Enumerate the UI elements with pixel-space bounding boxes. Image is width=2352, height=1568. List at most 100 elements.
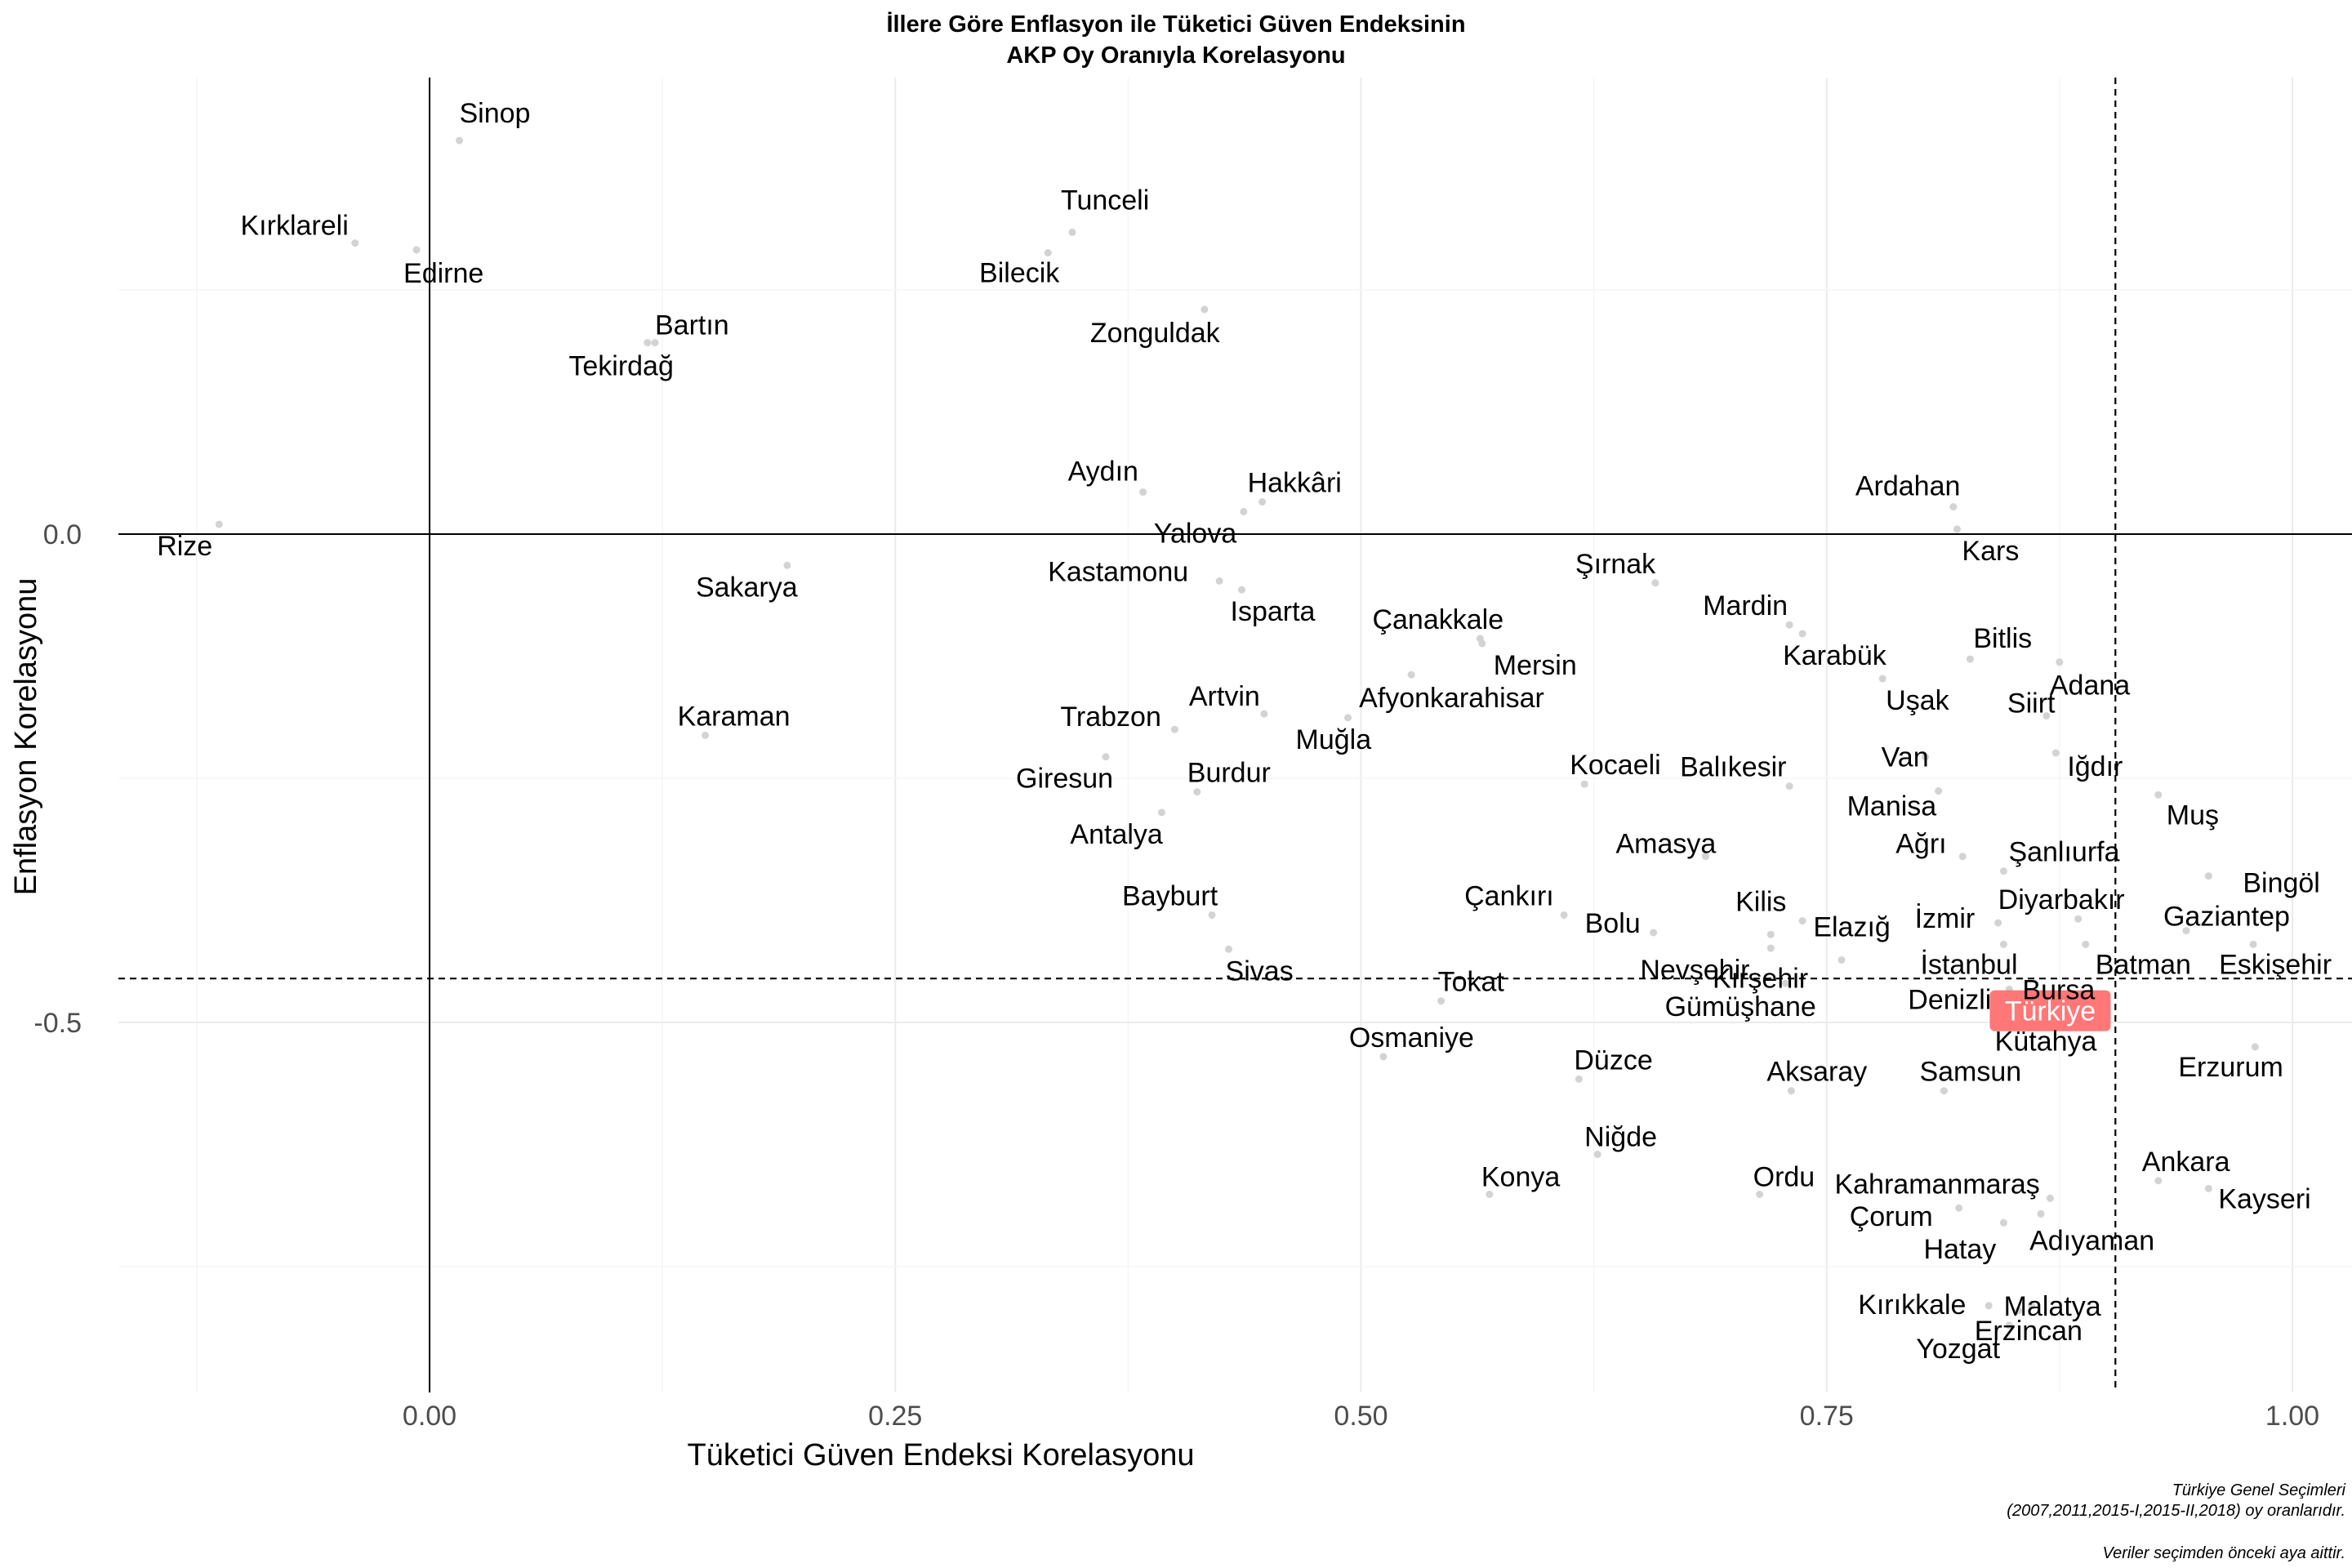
label-çanakkale: Çanakkale xyxy=(1372,604,1503,635)
label-bilecik: Bilecik xyxy=(979,258,1060,289)
label-bitlis: Bitlis xyxy=(1973,623,2032,654)
label-çankırı: Çankırı xyxy=(1464,880,1554,911)
point-yozgat xyxy=(2005,1321,2013,1330)
label-uşak: Uşak xyxy=(1886,685,1949,716)
point-aydın xyxy=(1139,488,1147,497)
point-muş xyxy=(2154,791,2163,799)
x-tick-label: 0.00 xyxy=(403,1401,457,1432)
label-adıyaman: Adıyaman xyxy=(2029,1225,2154,1256)
point-kars xyxy=(1953,525,1961,533)
point-adana xyxy=(2056,658,2064,666)
point-düzce xyxy=(1575,1075,1583,1083)
label-karaman: Karaman xyxy=(678,701,791,732)
point-hatay xyxy=(1999,1218,2007,1227)
label-konya: Konya xyxy=(1481,1161,1560,1192)
point-hakkâri xyxy=(1258,498,1267,506)
point-nevşehir xyxy=(1766,944,1775,952)
point-tunceli xyxy=(1068,228,1076,236)
caption-line-3: Veriler seçimden önceki aya aittir. xyxy=(2102,1544,2345,1562)
point-erzincan xyxy=(2015,1307,2023,1315)
point-samsun xyxy=(1940,1087,1948,1095)
label-şanlıurfa: Şanlıurfa xyxy=(2008,837,2119,868)
label-kahramanmaraş: Kahramanmaraş xyxy=(1834,1169,2039,1200)
highlight-label: Türkiye xyxy=(2005,996,2096,1027)
label-artvin: Artvin xyxy=(1189,681,1260,712)
label-batman: Batman xyxy=(2096,949,2191,980)
label-siirt: Siirt xyxy=(2007,688,2056,719)
point-sivas xyxy=(1225,945,1233,953)
label-burdur: Burdur xyxy=(1187,758,1271,789)
label-gaziantep: Gaziantep xyxy=(2163,902,2290,933)
label-bingöl: Bingöl xyxy=(2243,868,2320,899)
point-ardahan xyxy=(1949,503,1958,511)
label-trabzon: Trabzon xyxy=(1060,702,1160,733)
label-kırklareli: Kırklareli xyxy=(241,211,349,242)
label-bartın: Bartın xyxy=(655,310,729,341)
label-van: Van xyxy=(1882,742,1929,773)
label-afyonkarahisar: Afyonkarahisar xyxy=(1359,683,1544,714)
point-karabük xyxy=(1798,630,1806,638)
point-ankara xyxy=(2154,1177,2163,1185)
x-tick-label: 0.25 xyxy=(868,1401,922,1432)
point-balıkesir xyxy=(1785,782,1793,791)
point-ordu xyxy=(1756,1190,1764,1198)
label-kırşehir: Kırşehir xyxy=(1713,963,1808,994)
label-giresun: Giresun xyxy=(1016,764,1113,795)
point-rize xyxy=(215,520,223,528)
label-antalya: Antalya xyxy=(1070,819,1162,850)
label-edirne: Edirne xyxy=(403,258,483,289)
point-bingöl xyxy=(2204,872,2212,880)
point-mersin xyxy=(1478,639,1486,648)
label-bursa: Bursa xyxy=(2022,974,2095,1005)
data-points xyxy=(215,136,2259,1330)
label-yozgat: Yozgat xyxy=(1916,1334,2000,1365)
label-aksaray: Aksaray xyxy=(1766,1057,1867,1088)
chart-title-line-1: İllere Göre Enflasyon ile Tüketici Güven… xyxy=(886,11,1465,38)
point-trabzon xyxy=(1170,725,1178,733)
label-aydın: Aydın xyxy=(1068,457,1138,488)
label-samsun: Samsun xyxy=(1919,1057,2021,1088)
label-ardahan: Ardahan xyxy=(1855,471,1961,502)
y-tick-label: 0.0 xyxy=(43,519,82,550)
label-düzce: Düzce xyxy=(1574,1045,1652,1076)
label-amasya: Amasya xyxy=(1615,829,1716,860)
label-tokat: Tokat xyxy=(1438,967,1505,998)
point-kastamonu xyxy=(1215,577,1223,585)
label-muş: Muş xyxy=(2167,800,2219,831)
label-kocaeli: Kocaeli xyxy=(1570,750,1661,781)
label-adana: Adana xyxy=(2050,670,2130,702)
point-bilecik xyxy=(1044,249,1052,257)
point-ağrı xyxy=(1958,853,1967,861)
point-kırklareli xyxy=(351,239,359,247)
point-kayseri xyxy=(2204,1184,2212,1192)
label-kilis: Kilis xyxy=(1735,887,1786,918)
x-axis-title: Tüketici Güven Endeksi Korelasyonu xyxy=(688,1438,1195,1472)
point-burdur xyxy=(1193,788,1201,796)
label-kırıkkale: Kırıkkale xyxy=(1858,1290,1966,1321)
label-eskişehir: Eskişehir xyxy=(2219,949,2332,980)
label-iğdır: Iğdır xyxy=(2067,751,2123,782)
chart-title-line-2: AKP Oy Oranıyla Korelasyonu xyxy=(1006,42,1345,69)
point-aksaray xyxy=(1787,1087,1795,1095)
label-i-stanbul: İstanbul xyxy=(1920,949,2017,980)
label-niğde: Niğde xyxy=(1584,1121,1657,1152)
point-kırıkkale xyxy=(1984,1302,1993,1310)
label-sakarya: Sakarya xyxy=(696,572,798,603)
point-afyonkarahisar xyxy=(1407,670,1415,679)
label-tunceli: Tunceli xyxy=(1061,185,1149,216)
point-kocaeli xyxy=(1580,780,1588,788)
point-erzurum xyxy=(2251,1043,2259,1051)
point-bolu xyxy=(1650,929,1658,937)
axis-ticks: 0.00 0.25 0.50 0.75 1.00 0.0 -0.5 xyxy=(33,519,2319,1432)
highlight-turkiye: Türkiye xyxy=(1989,990,2111,1031)
point-giresun xyxy=(1102,753,1110,761)
label-sivas: Sivas xyxy=(1226,956,1294,987)
label-yalova: Yalova xyxy=(1154,518,1237,549)
point-çankırı xyxy=(1560,911,1568,919)
label-erzurum: Erzurum xyxy=(2178,1052,2283,1083)
point-uşak xyxy=(1878,675,1886,683)
point-iğdır xyxy=(2051,749,2060,757)
point-artvin xyxy=(1260,710,1268,718)
point-malatya xyxy=(2028,1302,2036,1310)
label-mersin: Mersin xyxy=(1494,650,1577,681)
